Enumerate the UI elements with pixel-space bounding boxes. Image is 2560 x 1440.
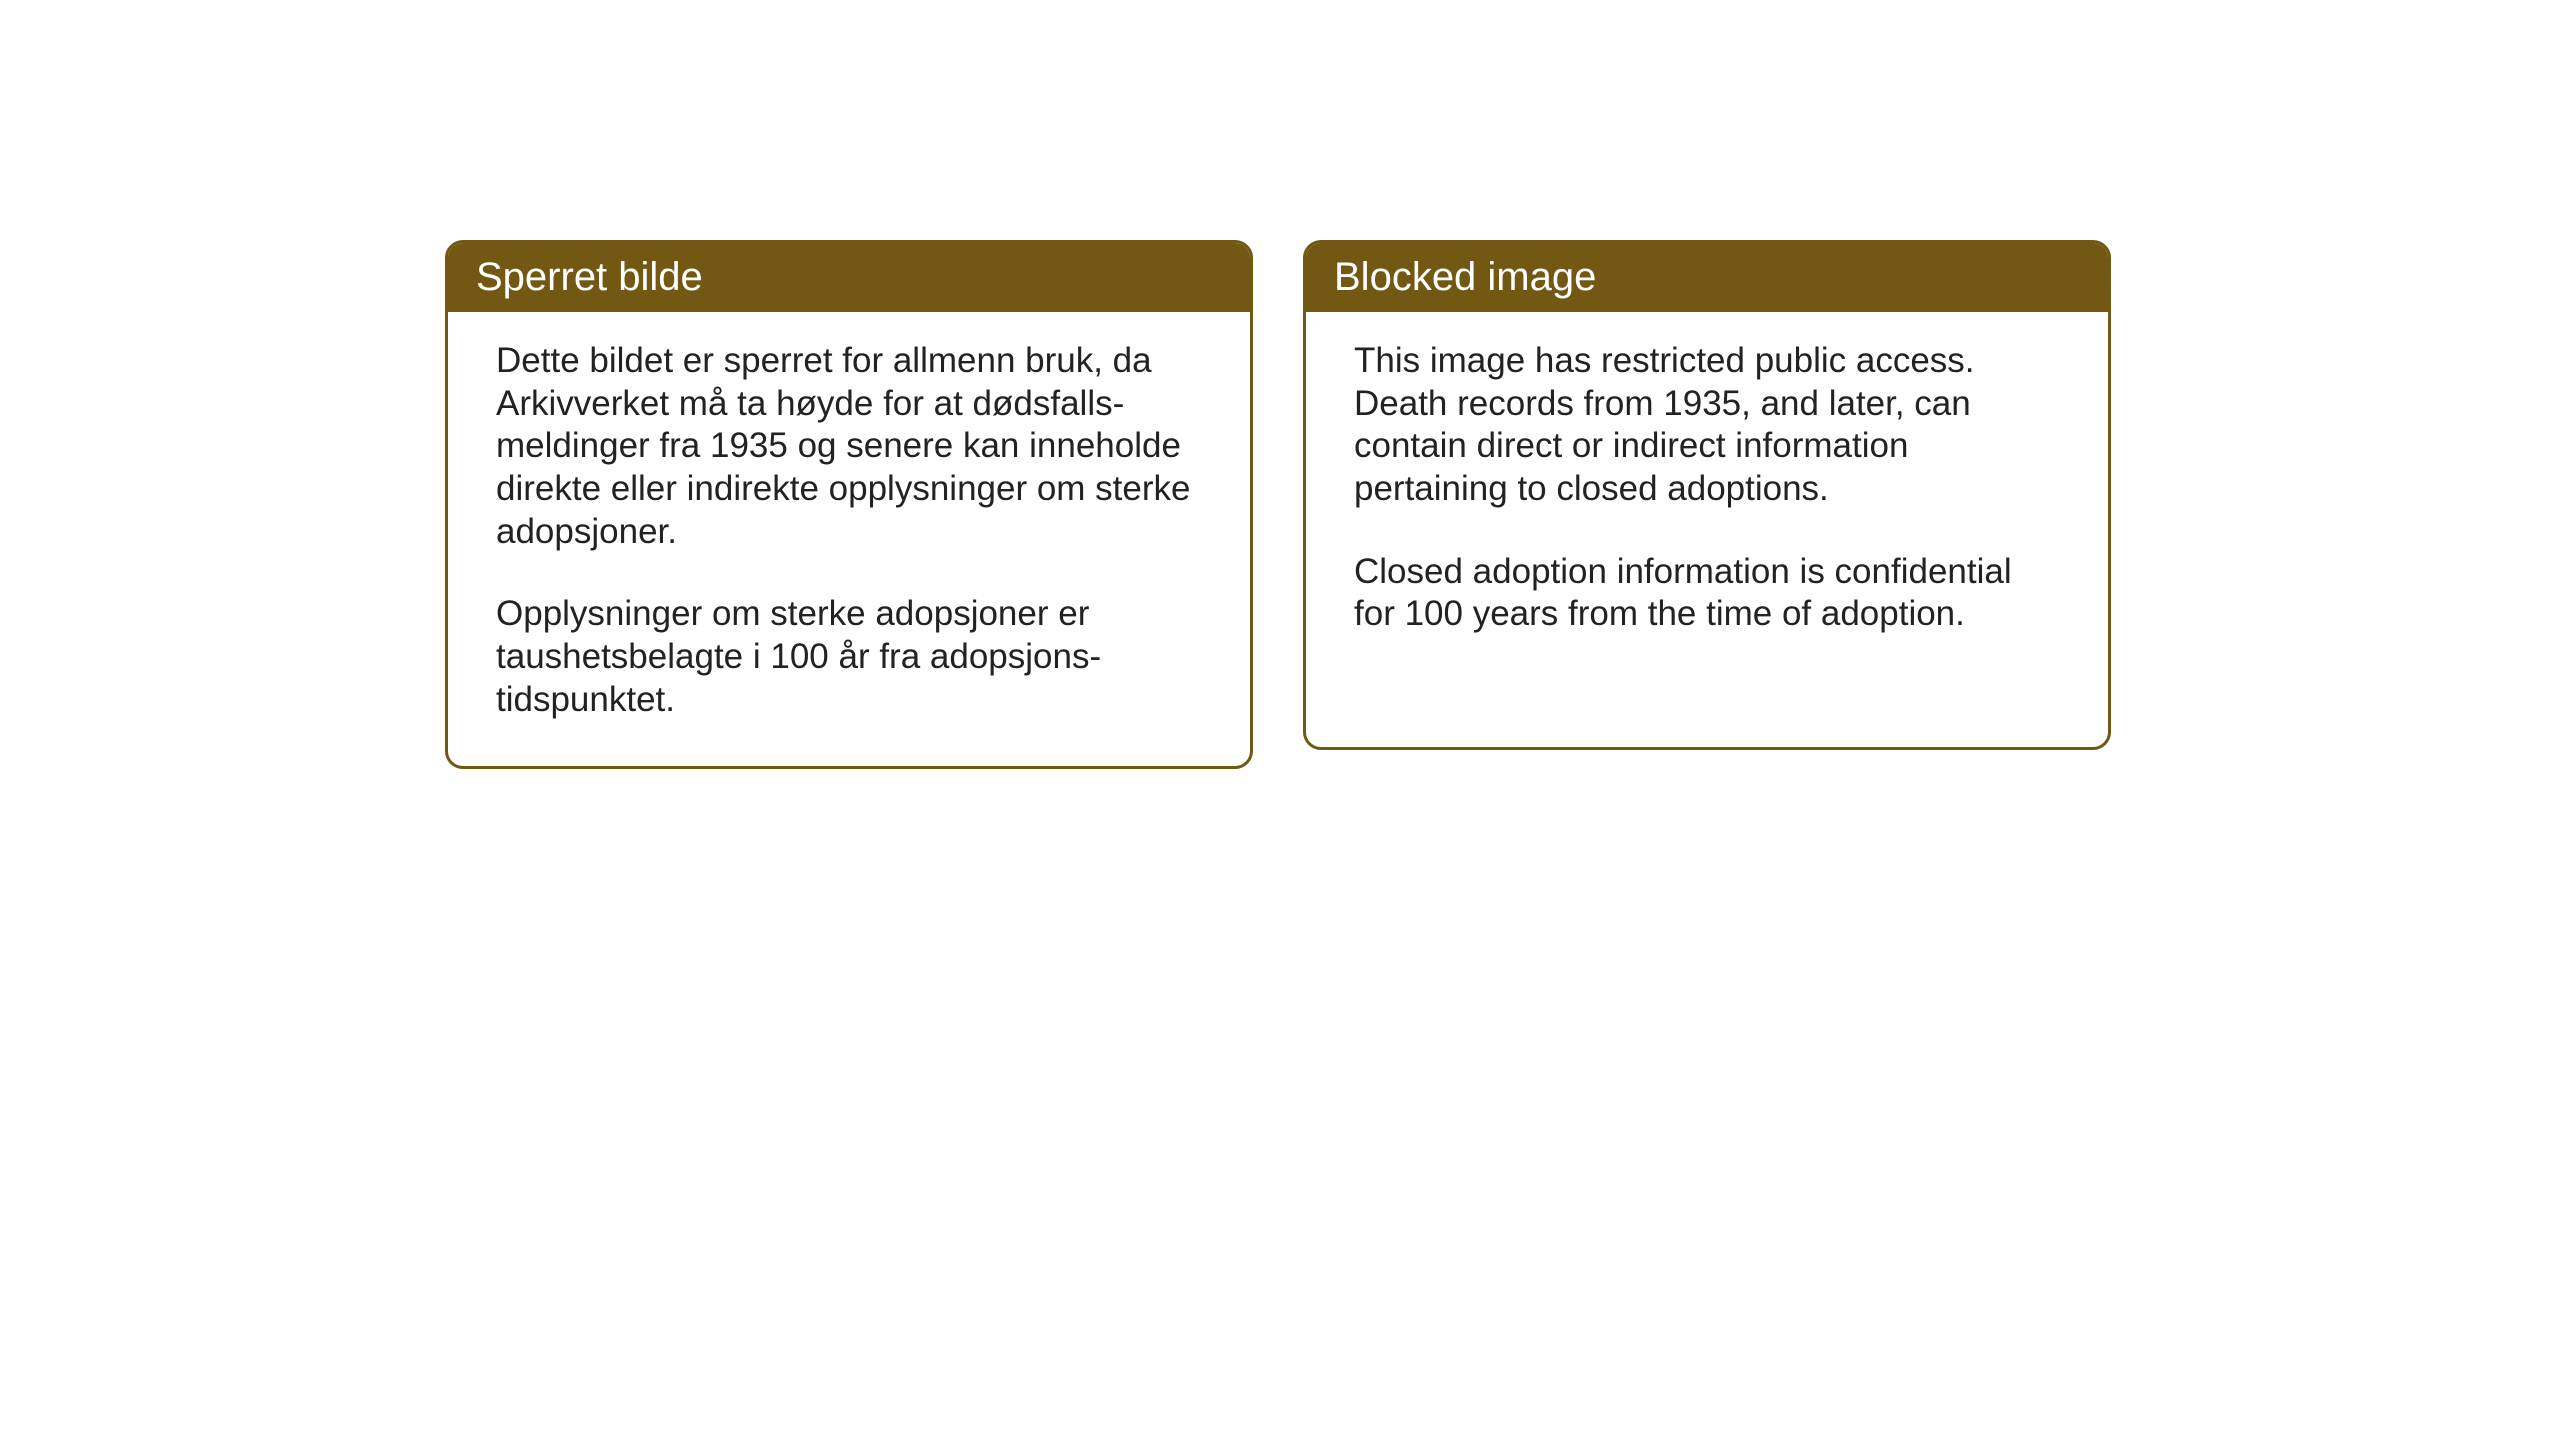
card-paragraph-1: This image has restricted public access.… xyxy=(1354,340,2060,511)
card-paragraph-1: Dette bildet er sperret for allmenn bruk… xyxy=(496,340,1202,553)
card-title: Sperret bilde xyxy=(476,255,703,299)
card-paragraph-2: Closed adoption information is confident… xyxy=(1354,551,2060,636)
info-card-english: Blocked image This image has restricted … xyxy=(1303,240,2111,750)
card-paragraph-2: Opplysninger om sterke adopsjoner er tau… xyxy=(496,593,1202,721)
card-header: Blocked image xyxy=(1306,243,2108,312)
info-card-norwegian: Sperret bilde Dette bildet er sperret fo… xyxy=(445,240,1253,769)
card-header: Sperret bilde xyxy=(448,243,1250,312)
card-body: Dette bildet er sperret for allmenn bruk… xyxy=(448,312,1250,766)
card-body: This image has restricted public access.… xyxy=(1306,312,2108,680)
card-title: Blocked image xyxy=(1334,255,1596,299)
cards-container: Sperret bilde Dette bildet er sperret fo… xyxy=(0,0,2560,769)
